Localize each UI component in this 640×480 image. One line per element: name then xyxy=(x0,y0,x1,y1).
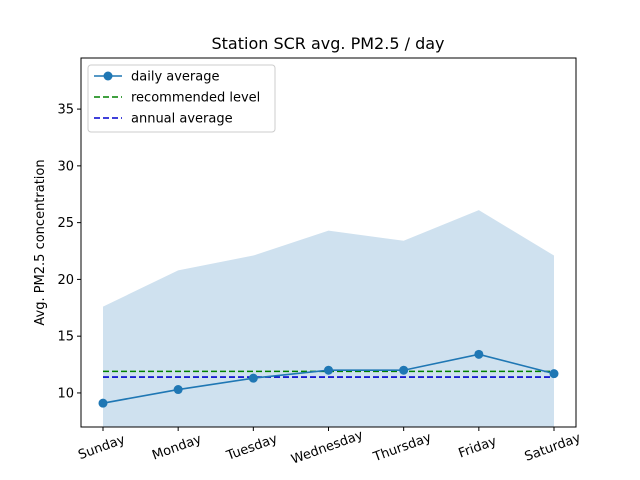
y-axis-label: Avg. PM2.5 concentration xyxy=(33,159,48,325)
y-axis: 10 15 20 25 30 35 xyxy=(57,103,81,401)
daily-average-point xyxy=(324,365,333,375)
legend: daily average recommended level annual ave… xyxy=(87,64,276,133)
confidence-band-layer xyxy=(103,210,554,427)
y-tick-label: 35 xyxy=(57,103,74,118)
y-tick-label: 30 xyxy=(57,159,74,174)
x-tick-label: Wednesday xyxy=(289,428,365,468)
legend-label-daily-average: daily average xyxy=(131,70,220,85)
y-tick-label: 10 xyxy=(57,386,74,401)
x-tick-label: Friday xyxy=(457,434,499,462)
daily-average-point xyxy=(549,369,559,379)
series-layer xyxy=(98,349,559,408)
y-tick-label: 15 xyxy=(57,330,74,345)
x-tick-label: Monday xyxy=(150,432,204,464)
x-axis: Sunday Monday Tuesday Wednesday Thursday Frid… xyxy=(76,427,583,468)
daily-average-point xyxy=(248,373,258,383)
chart-title: Station SCR avg. PM2.5 / day xyxy=(212,34,445,53)
y-tick-label: 25 xyxy=(57,216,74,231)
daily-average-point xyxy=(399,365,409,375)
x-tick-label: Sunday xyxy=(76,432,127,463)
legend-label-annual-average: annual average xyxy=(131,112,233,127)
legend-box xyxy=(87,64,276,133)
daily-average-point xyxy=(474,349,484,359)
y-tick-label: 20 xyxy=(57,273,74,288)
legend-label-recommended-level: recommended level xyxy=(131,91,260,106)
legend-marker-daily-average xyxy=(103,71,113,81)
x-tick-label: Tuesday xyxy=(224,432,280,465)
daily-average-point xyxy=(173,385,183,395)
daily-average-point xyxy=(98,398,108,408)
confidence-band xyxy=(103,210,554,427)
x-tick-label: Thursday xyxy=(371,430,434,465)
x-tick-label: Saturday xyxy=(523,431,583,465)
